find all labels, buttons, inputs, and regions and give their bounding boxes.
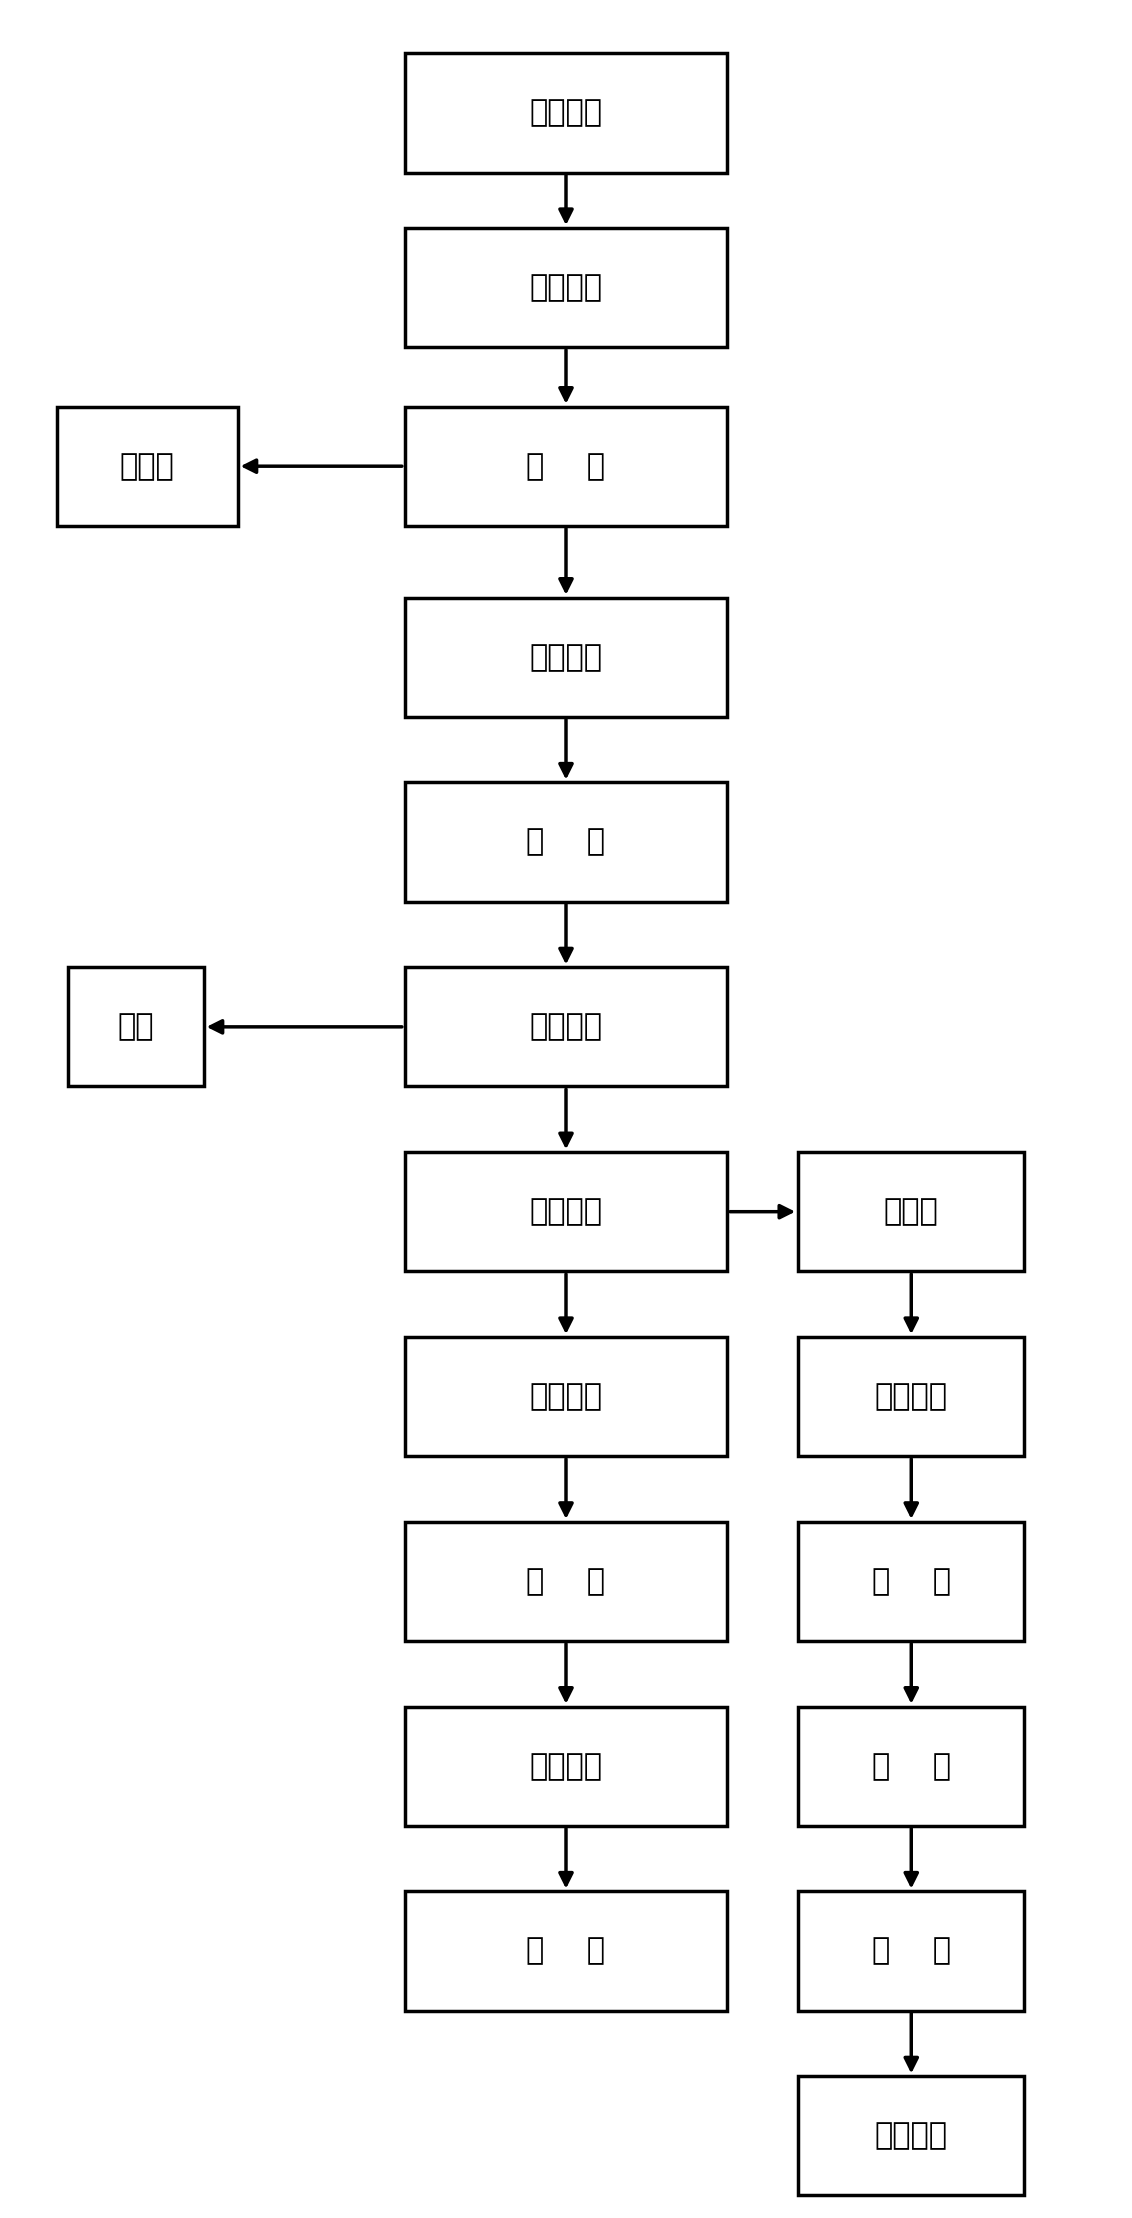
Text: 酶    解: 酶 解 xyxy=(526,827,606,856)
Text: 干    燥: 干 燥 xyxy=(872,1936,951,1965)
Text: 原料清洗: 原料清洗 xyxy=(530,273,602,302)
Bar xyxy=(405,1892,728,2010)
Text: 管式超滤: 管式超滤 xyxy=(530,1011,602,1042)
Text: 大孔吸附: 大孔吸附 xyxy=(875,1382,947,1411)
Text: 滤渣: 滤渣 xyxy=(118,1011,154,1042)
Text: 卷式超滤: 卷式超滤 xyxy=(530,1198,602,1227)
Text: 原料筛选: 原料筛选 xyxy=(530,98,602,126)
Bar xyxy=(798,1337,1024,1455)
Bar xyxy=(405,53,728,173)
Text: 树脂吸附: 树脂吸附 xyxy=(530,1382,602,1411)
Bar xyxy=(405,1706,728,1825)
Text: 高温灯菌: 高温灯菌 xyxy=(530,1752,602,1781)
Bar xyxy=(405,228,728,346)
Bar xyxy=(405,597,728,716)
Text: 浓    缩: 浓 缩 xyxy=(526,1566,606,1597)
Bar xyxy=(68,967,204,1087)
Bar xyxy=(798,2076,1024,2196)
Text: 浓缩液: 浓缩液 xyxy=(884,1198,938,1227)
Text: 巴氏杀菌: 巴氏杀菌 xyxy=(530,643,602,672)
Bar xyxy=(798,1522,1024,1641)
Text: 罐    装: 罐 装 xyxy=(526,1936,606,1965)
Text: 苹果多酚: 苹果多酚 xyxy=(875,2120,947,2151)
Text: 浓    缩: 浓 缩 xyxy=(872,1752,951,1781)
Bar xyxy=(405,1151,728,1271)
Bar xyxy=(405,967,728,1087)
Bar xyxy=(405,406,728,526)
Bar xyxy=(57,406,238,526)
Bar xyxy=(798,1706,1024,1825)
Bar xyxy=(405,1337,728,1455)
Text: 脱    附: 脱 附 xyxy=(872,1566,951,1597)
Bar xyxy=(798,1151,1024,1271)
Text: 渹    汁: 渹 汁 xyxy=(526,452,606,481)
Bar xyxy=(405,1522,728,1641)
Bar xyxy=(405,783,728,901)
Text: 苹果渣: 苹果渣 xyxy=(120,452,174,481)
Bar xyxy=(798,1892,1024,2010)
